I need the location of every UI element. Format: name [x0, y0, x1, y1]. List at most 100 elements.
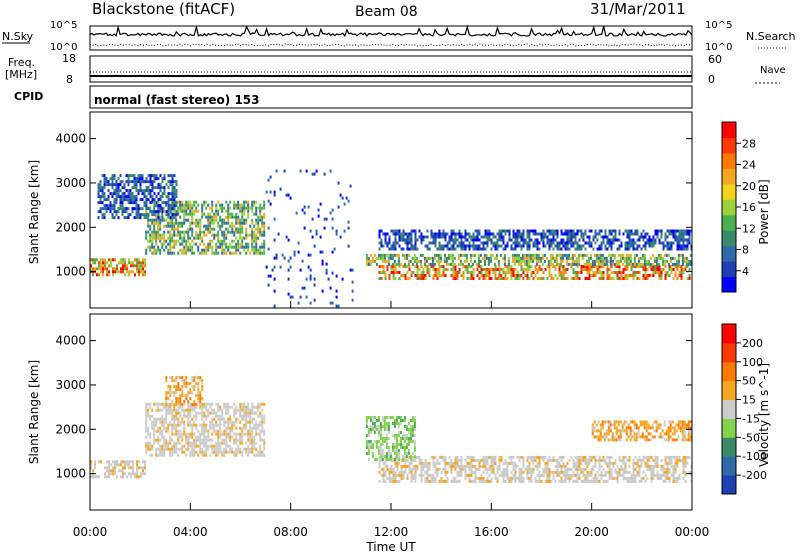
scatter-cell: [255, 227, 258, 231]
scatter-cell: [413, 419, 416, 422]
scatter-cell: [409, 419, 412, 422]
scatter-cell: [369, 431, 372, 434]
scatter-cell: [111, 177, 114, 181]
scatter-cell: [426, 473, 429, 477]
scatter-cell: [245, 411, 248, 415]
scatter-cell: [500, 268, 503, 271]
scatter-cell: [241, 453, 244, 457]
scatter-cell: [601, 259, 604, 263]
scatter-cell: [108, 270, 110, 274]
scatter-cell: [159, 236, 162, 240]
scatter-cell: [536, 464, 539, 468]
scatter-cell: [496, 241, 499, 245]
scatter-cell: [407, 428, 410, 431]
scatter-cell: [618, 473, 621, 477]
scatter-cell: [482, 247, 485, 251]
scatter-cell: [257, 230, 260, 234]
scatter-cell: [393, 449, 396, 452]
scatter-cell: [367, 452, 370, 455]
scatter-cell: [227, 423, 230, 427]
scatter-cell: [147, 180, 150, 184]
scatter-cell: [454, 271, 457, 274]
scatter-cell: [255, 251, 258, 255]
scatter-cell: [672, 232, 675, 236]
scatter-cell: [662, 464, 665, 468]
scatter-cell: [103, 195, 106, 199]
scatter-cell: [163, 177, 166, 181]
scatter-cell: [157, 248, 160, 252]
scatter-cell: [426, 265, 429, 268]
scatter-cell: [680, 458, 683, 462]
scatter-cell: [591, 429, 594, 433]
scatter-cell: [410, 470, 413, 474]
scatter-cell: [173, 198, 176, 202]
scatter-cell: [173, 201, 176, 205]
scatter-cell: [507, 256, 510, 260]
scatter-cell: [263, 233, 266, 237]
scatter-cell: [229, 420, 232, 424]
scatter-cell: [413, 256, 416, 260]
scatter-cell: [379, 452, 382, 455]
scatter-cell: [590, 458, 593, 462]
scatter-cell: [426, 271, 429, 274]
scatter-cell: [420, 470, 423, 474]
scatter-cell: [167, 215, 170, 219]
scatter-cell: [446, 232, 449, 236]
scatter-cell: [191, 239, 194, 243]
scatter-cell: [124, 261, 126, 265]
scatter-cell: [568, 479, 571, 483]
scatter-cell: [533, 256, 536, 260]
scatter-cell: [136, 267, 138, 271]
scatter-cell: [618, 467, 621, 471]
scatter-cell: [193, 441, 196, 445]
scatter-cell: [414, 232, 417, 236]
scatter-cell: [106, 273, 108, 277]
scatter-cell: [149, 414, 152, 418]
scatter-cell: [498, 473, 501, 477]
scatter-cell: [253, 239, 256, 243]
scatter-cell: [518, 479, 521, 483]
scatter-cell: [664, 271, 667, 274]
scatter-cell: [119, 201, 122, 205]
scatter-cell: [537, 253, 540, 257]
scatter-cell: [251, 239, 254, 243]
scatter-cell: [191, 426, 194, 430]
scatter-cell: [508, 229, 511, 233]
scatter-cell: [650, 238, 653, 242]
scatter-cell: [450, 461, 453, 465]
scatter-cell: [261, 426, 264, 430]
colorbar-tick-label: 16: [742, 201, 756, 214]
scatter-cell: [492, 455, 495, 459]
scatter-cell: [504, 265, 507, 268]
scatter-cell: [215, 444, 218, 448]
scatter-cell: [159, 444, 162, 448]
scatter-cell: [666, 271, 669, 274]
scatter-cell: [167, 204, 170, 208]
scatter-cell: [413, 416, 416, 419]
scatter-cell: [217, 212, 220, 216]
scatter-cell: [688, 470, 691, 474]
scatter-cell: [380, 229, 383, 233]
scatter-cell: [399, 262, 402, 266]
scatter-cell: [454, 277, 457, 280]
scatter-cell: [619, 259, 622, 263]
scatter-cell: [241, 450, 244, 454]
scatter-cell: [464, 467, 467, 471]
scatter-cell: [458, 241, 461, 245]
scatter-cell: [521, 253, 524, 257]
scatter-cell: [179, 224, 182, 228]
scatter-cell: [600, 244, 603, 248]
scatter-cell: [233, 453, 236, 457]
scatter-cell: [251, 429, 254, 433]
scatter-cell: [498, 238, 501, 242]
scatter-cell: [664, 461, 667, 465]
scatter-cell: [195, 221, 198, 225]
scatter-cell: [167, 230, 170, 234]
scatter-cell: [650, 265, 653, 268]
scatter-cell: [225, 236, 228, 240]
scatter-cell: [484, 274, 487, 277]
scatter-cell: [171, 183, 174, 187]
scatter-cell: [620, 464, 623, 468]
scatter-cell: [241, 426, 244, 430]
scatter-cell: [383, 428, 386, 431]
